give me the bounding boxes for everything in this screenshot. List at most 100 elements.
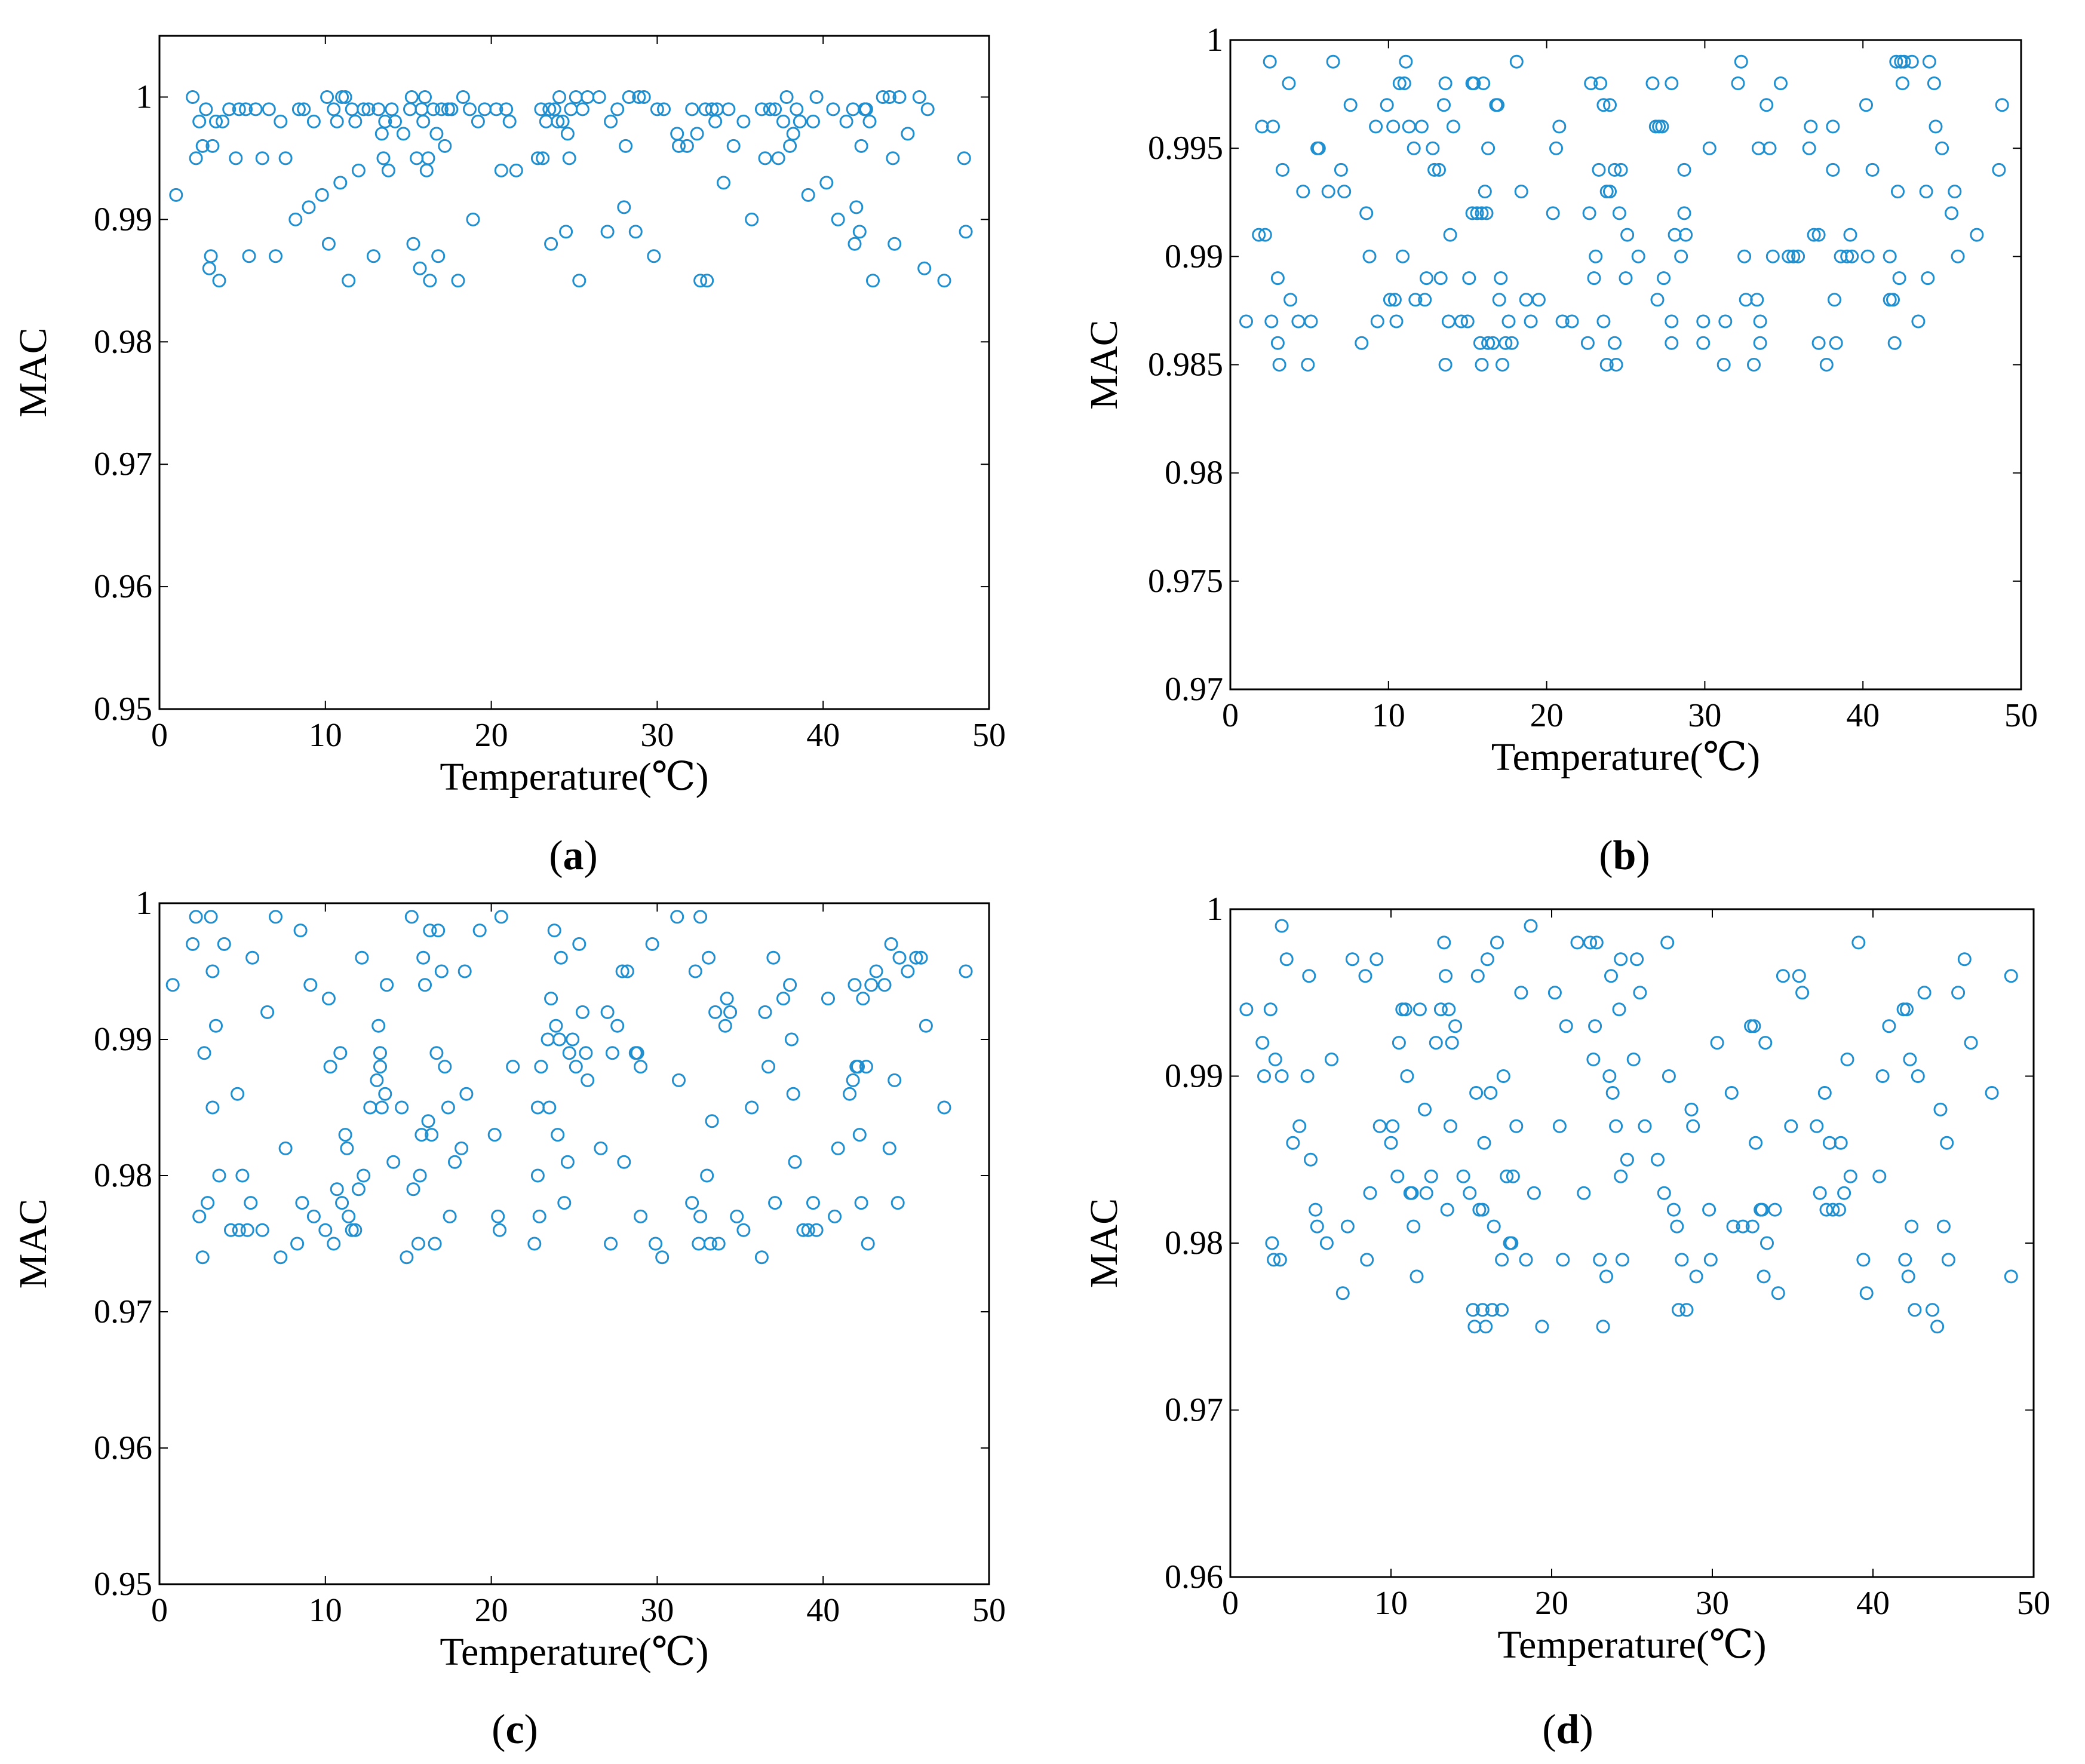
data-point-b [1665, 76, 1679, 90]
data-point-d [1776, 969, 1790, 983]
data-point-a [839, 114, 853, 128]
data-point-c [534, 1060, 548, 1074]
data-point-a [269, 249, 282, 263]
data-point-b [1531, 293, 1546, 307]
data-point-d [1439, 969, 1453, 983]
data-point-d [1593, 1253, 1607, 1267]
x-tick-label-b: 10 [1372, 697, 1405, 734]
data-point-c [854, 1196, 868, 1210]
data-point-d [1433, 1002, 1448, 1017]
data-point-c [788, 1155, 802, 1169]
data-point-b [1432, 162, 1446, 177]
data-point-c [443, 1209, 457, 1223]
data-point-c [431, 924, 446, 938]
data-point-d [1726, 1219, 1740, 1234]
data-point-a [790, 102, 804, 116]
data-point-a [388, 114, 402, 128]
data-point-c [919, 1018, 933, 1033]
data-point-a [222, 102, 237, 116]
x-tick-label-b: 20 [1530, 697, 1564, 734]
data-point-a [886, 151, 900, 165]
ylabel-a: MAC [11, 327, 55, 417]
data-point-a [327, 102, 341, 116]
data-point-c [414, 1128, 429, 1142]
data-point-a [378, 114, 392, 128]
data-point-b [1519, 293, 1533, 307]
data-point-c [572, 937, 586, 951]
data-point-b [1840, 249, 1854, 263]
y-tick-label-a: 0.96 [94, 568, 152, 605]
data-point-d [1941, 1253, 1955, 1267]
data-point-b [1922, 54, 1936, 69]
data-point-d [1822, 1136, 1837, 1150]
data-point-d [1577, 1186, 1591, 1200]
data-point-b [1465, 206, 1479, 220]
data-point-a [186, 90, 200, 104]
data-point-d [1487, 1219, 1501, 1234]
data-point-d [1908, 1303, 1922, 1317]
data-point-c [551, 1128, 565, 1142]
data-point-c [615, 964, 630, 978]
data-point-b [1501, 314, 1516, 329]
data-point-c [884, 937, 898, 951]
data-point-c [293, 924, 308, 938]
data-point-c [370, 1073, 384, 1087]
data-point-b [1291, 314, 1306, 329]
data-point-a [204, 249, 218, 263]
data-point-c [448, 1155, 462, 1169]
data-point-a [438, 139, 452, 153]
data-point-b [1337, 185, 1352, 199]
data-point-c [796, 1223, 810, 1237]
data-point-c [861, 1237, 875, 1251]
data-point-c [723, 1005, 738, 1019]
data-point-b [1592, 162, 1606, 177]
data-point-b [1608, 336, 1622, 350]
data-point-b [1804, 119, 1818, 134]
data-point-d [1905, 1219, 1919, 1234]
data-point-d [1936, 1219, 1951, 1234]
data-point-c [530, 1168, 545, 1183]
data-point-b [1895, 76, 1909, 90]
data-point-a [416, 114, 431, 128]
panel-c: 0 10 20 30 40 50 0.95 0.96 0.97 0.98 0.99 1 Tempera… [11, 885, 1006, 1753]
data-point-c [594, 1141, 608, 1155]
data-point-a [444, 102, 459, 116]
data-point-b [1655, 119, 1669, 134]
data-point-a [564, 102, 578, 116]
x-tick-label-d: 20 [1535, 1585, 1568, 1622]
data-point-c [330, 1182, 344, 1197]
data-point-d [1440, 1202, 1454, 1217]
y-tick-label-b: 0.985 [1148, 346, 1223, 384]
data-point-c [231, 1087, 245, 1101]
y-tick-label-b: 1 [1206, 22, 1223, 59]
data-point-a [278, 151, 293, 165]
data-point-b [1396, 249, 1410, 263]
data-point-c [421, 1114, 435, 1128]
data-point-c [552, 1032, 566, 1047]
data-point-d [1614, 952, 1628, 967]
data-point-d [1626, 1053, 1641, 1066]
data-point-c [685, 1196, 699, 1210]
data-point-c [705, 1114, 719, 1128]
data-point-c [688, 964, 702, 978]
data-point-b [1492, 293, 1506, 307]
x-tick-label-d: 10 [1374, 1585, 1408, 1622]
data-point-d [1424, 1169, 1438, 1183]
data-point-b [1407, 141, 1421, 155]
data-point-d [1710, 1036, 1724, 1050]
markers-c [165, 910, 973, 1265]
data-point-d [1275, 1069, 1289, 1083]
data-point-b [1496, 358, 1509, 372]
data-point-b [1582, 206, 1596, 220]
data-point-d [1620, 1152, 1634, 1167]
data-point-c [278, 1141, 293, 1155]
data-point-d [1496, 1069, 1510, 1083]
x-tick-label-a: 50 [972, 717, 1006, 754]
data-point-a [721, 102, 736, 116]
data-point-c [472, 924, 487, 938]
data-point-a [555, 114, 570, 128]
data-point-a [456, 90, 470, 104]
y-tick-label-c: 0.99 [94, 1021, 152, 1058]
y-tick-label-d: 0.99 [1165, 1058, 1223, 1095]
data-point-a [901, 127, 915, 141]
